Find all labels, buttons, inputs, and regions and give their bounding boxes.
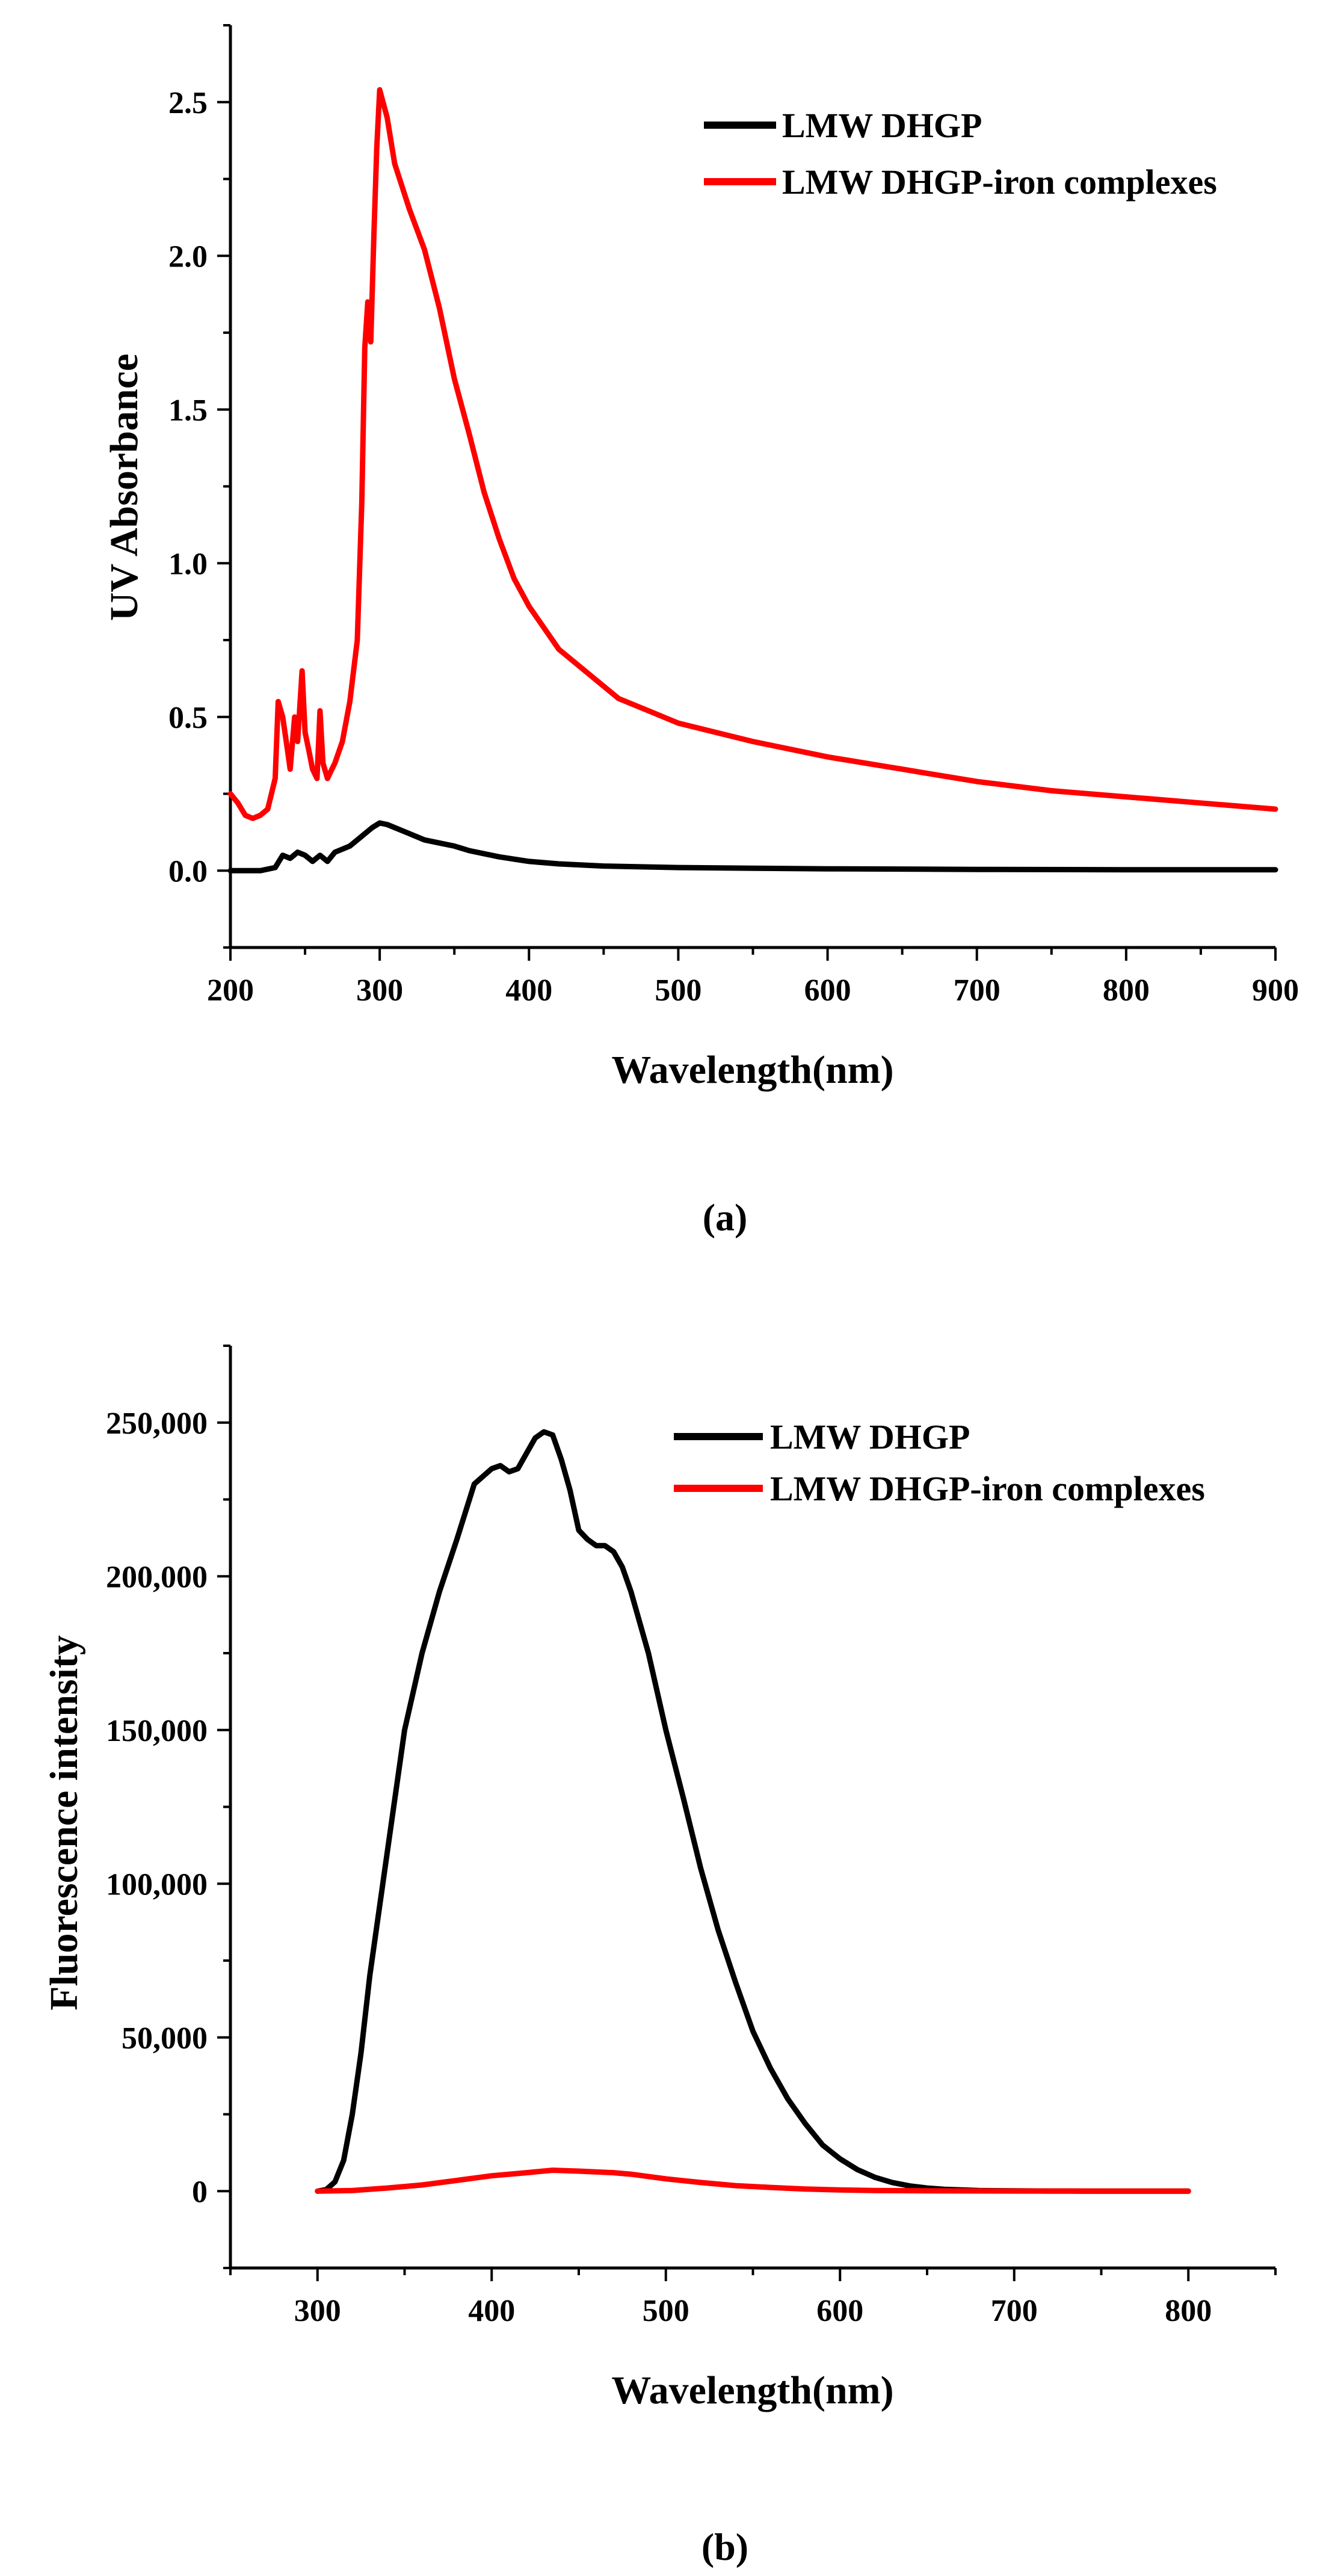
chart-b-legend: LMW DHGP LMW DHGP-iron complexes — [674, 1417, 1205, 1508]
chart-a-series-iron-complexes — [227, 87, 1278, 821]
chart-b-y-tick-label: 50,000 — [122, 2021, 208, 2056]
chart-a-x-tick-label: 500 — [655, 973, 701, 1008]
chart-a-y-axis-title: UV Absorbance — [102, 354, 146, 621]
chart-b-x-tick-label: 800 — [1165, 2294, 1212, 2328]
chart-b-x-tick-label: 600 — [816, 2294, 863, 2328]
chart-b-legend-label-iron-complexes: LMW DHGP-iron complexes — [770, 1469, 1205, 1508]
chart-b-series-lmw-dhgp — [315, 1429, 1191, 2194]
chart-a-x-tick-label: 400 — [505, 973, 552, 1008]
chart-a-x-tick-label: 200 — [207, 973, 254, 1008]
chart-b-y-tick-label: 100,000 — [106, 1867, 208, 1902]
chart-b-series — [315, 1429, 1191, 2194]
chart-a-y-tick-label: 1.0 — [168, 547, 208, 581]
chart-a-axes: 200 300 400 500 600 700 800 900 0.0 0.5 1.0 1.5 2.0 2… — [168, 24, 1299, 1008]
chart-b-y-tick-label: 250,000 — [106, 1407, 208, 1441]
chart-a-x-tick-label: 600 — [804, 973, 851, 1008]
chart-a-x-tick-label: 800 — [1103, 973, 1150, 1008]
chart-a-panel-label: (a) — [703, 1196, 748, 1239]
chart-b-x-tick-label: 500 — [643, 2294, 689, 2328]
chart-b-x-tick-label: 300 — [294, 2294, 341, 2328]
chart-b-x-tick-label: 400 — [468, 2294, 515, 2328]
chart-fluorescence-intensity: 300 400 500 600 700 800 0 50,000 100,000 150,000 2… — [42, 1345, 1277, 2568]
chart-a-x-tick-label: 300 — [356, 973, 403, 1008]
chart-a-legend: LMW DHGP LMW DHGP-iron complexes — [704, 106, 1217, 202]
chart-a-y-tick-label: 1.5 — [168, 393, 208, 428]
chart-a-x-tick-label: 900 — [1252, 973, 1299, 1008]
chart-a-series — [227, 87, 1278, 874]
chart-a-y-tick-label: 2.5 — [168, 86, 208, 120]
chart-a-y-tick-label: 0.5 — [168, 701, 208, 735]
chart-a-y-tick-label: 0.0 — [168, 854, 208, 889]
chart-b-y-axis-title: Fluorescence intensity — [42, 1635, 86, 2011]
chart-a-series-lmw-dhgp — [227, 820, 1278, 874]
chart-b-x-tick-label: 700 — [991, 2294, 1038, 2328]
chart-uv-absorbance: 200 300 400 500 600 700 800 900 0.0 0.5 1.0 1.5 2.0 2… — [102, 24, 1299, 1239]
chart-b-y-tick-label: 0 — [192, 2175, 208, 2209]
chart-a-y-tick-label: 2.0 — [168, 239, 208, 274]
chart-b-x-axis-title: Wavelength(nm) — [611, 2368, 893, 2412]
chart-b-series-iron-complexes — [315, 2168, 1191, 2194]
chart-b-y-tick-label: 150,000 — [106, 1714, 208, 1748]
chart-b-legend-label-lmw-dhgp: LMW DHGP — [770, 1417, 970, 1456]
chart-b-axes: 300 400 500 600 700 800 0 50,000 100,000 150,000 2… — [106, 1345, 1277, 2328]
chart-a-x-tick-label: 700 — [954, 973, 1000, 1008]
chart-a-legend-label-iron-complexes: LMW DHGP-iron complexes — [782, 162, 1217, 202]
chart-b-y-tick-label: 200,000 — [106, 1560, 208, 1594]
chart-b-panel-label: (b) — [701, 2525, 748, 2568]
chart-a-x-axis-title: Wavelength(nm) — [611, 1048, 893, 1092]
chart-a-legend-label-lmw-dhgp: LMW DHGP — [782, 106, 982, 145]
